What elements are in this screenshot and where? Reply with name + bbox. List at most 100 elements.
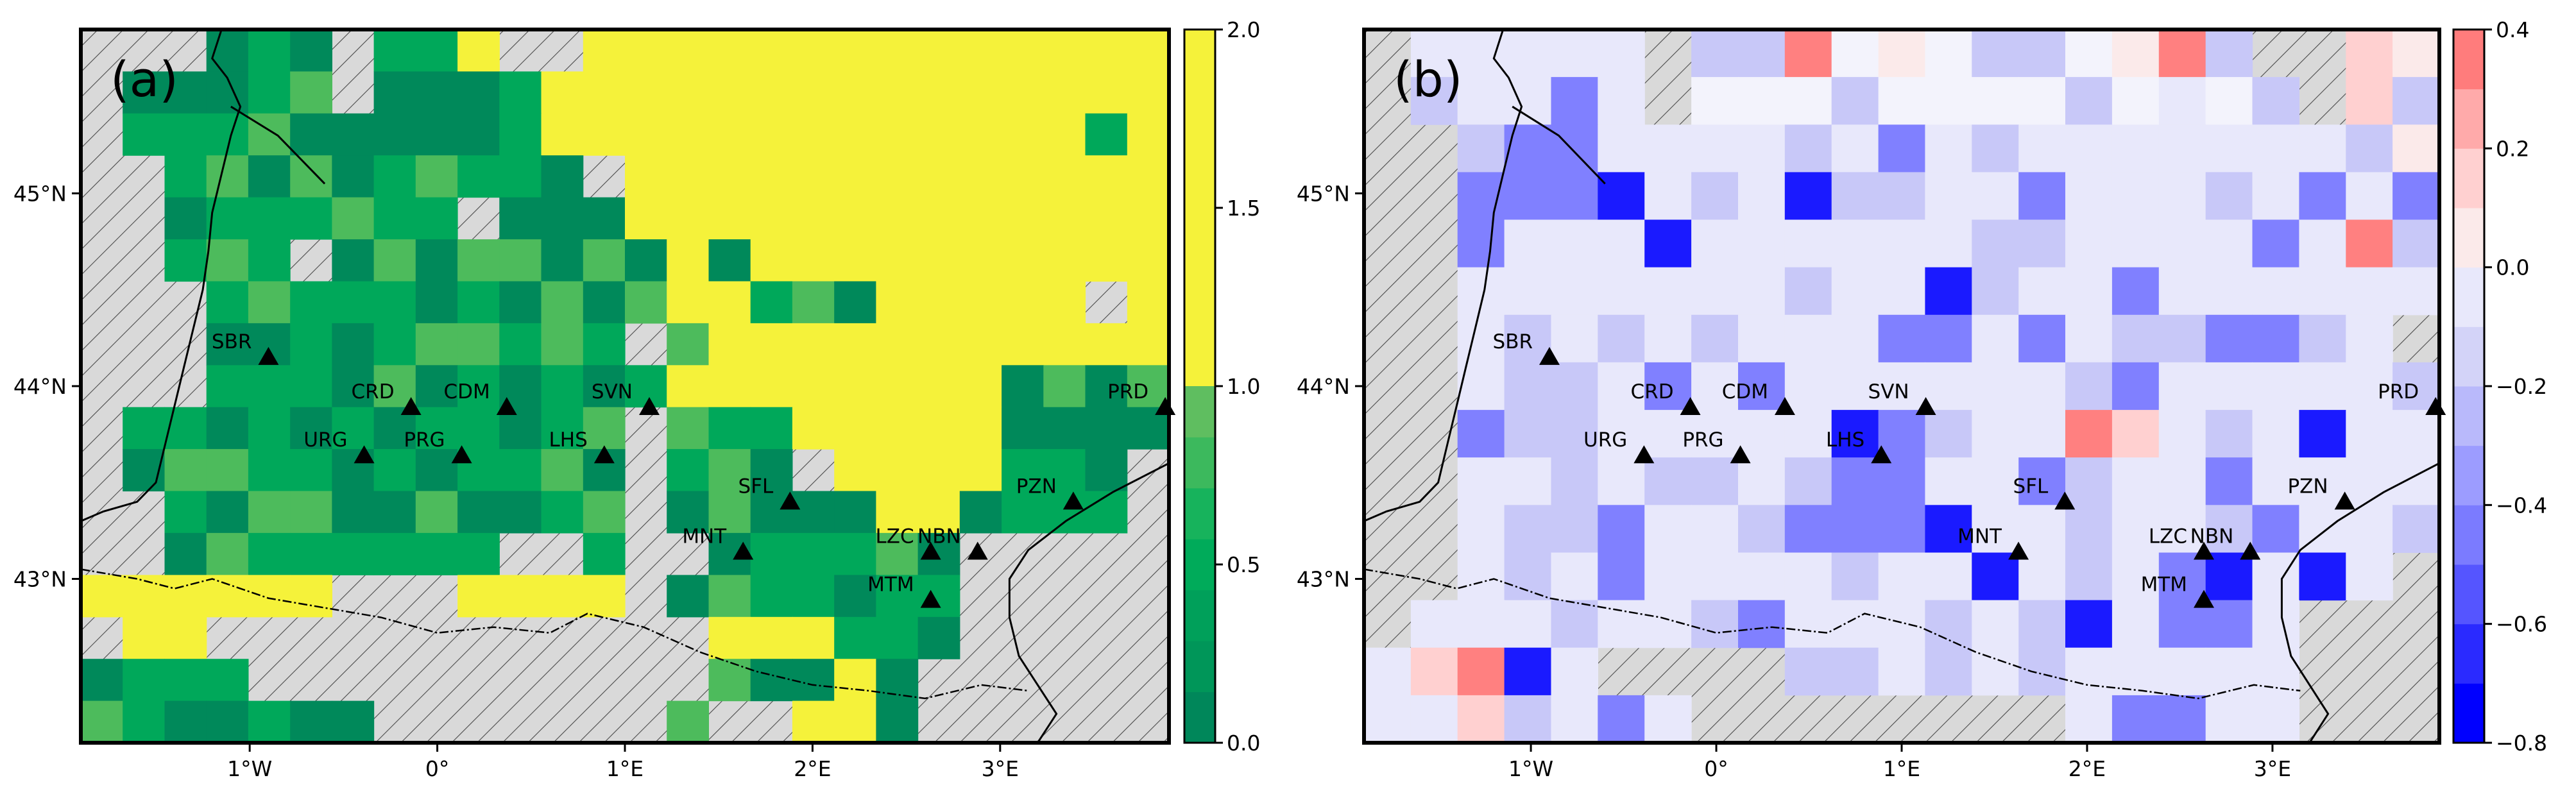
grid-cell	[332, 491, 375, 534]
grid-cell	[708, 616, 751, 659]
grid-cell	[792, 197, 835, 240]
grid-cell	[792, 491, 835, 534]
grid-cell	[834, 197, 876, 240]
station-marker	[593, 445, 615, 464]
grid-cell	[708, 491, 751, 534]
grid-cell	[1410, 30, 1458, 78]
grid-cell	[2111, 695, 2160, 743]
grid-cell	[1085, 407, 1128, 450]
station-marker	[920, 589, 941, 608]
grid-cell	[1972, 600, 2019, 648]
grid-cell	[583, 575, 626, 618]
coastline	[1364, 30, 1523, 522]
grid-cell	[1691, 362, 1739, 411]
grid-cell	[917, 323, 960, 366]
colorbar-tick-label: 0.0	[2496, 255, 2529, 280]
colorbar-tick-label: 0.5	[1227, 552, 1260, 577]
grid-cell	[2299, 552, 2346, 601]
grid-cell	[1551, 314, 1598, 363]
panel-label-a: (a)	[110, 51, 178, 108]
grid-cell	[917, 71, 960, 114]
x-tick-label: 1°W	[227, 756, 272, 781]
grid-cell	[708, 239, 751, 282]
grid-cell	[248, 113, 291, 156]
grid-cell	[1878, 30, 1926, 78]
colorbar-tick-label: −0.8	[2496, 731, 2547, 756]
grid-cell	[1002, 491, 1044, 534]
grid-cell	[332, 407, 375, 450]
grid-cell	[164, 113, 207, 156]
grid-cell	[541, 197, 584, 240]
station-marker	[1633, 445, 1655, 464]
grid-cell	[1784, 30, 1832, 78]
grid-cell	[1784, 457, 1832, 505]
grid-cell	[457, 491, 500, 534]
grid-cell	[1831, 505, 1879, 553]
grid-cell	[1551, 647, 1598, 696]
grid-cell	[583, 532, 626, 575]
station-label: SFL	[2013, 475, 2049, 498]
grid-cell	[2346, 77, 2393, 125]
grid-cell	[667, 155, 709, 198]
grid-cell	[248, 532, 291, 575]
grid-cell	[1504, 30, 1552, 78]
grid-cell	[1738, 172, 1786, 221]
grid-cell	[1085, 30, 1128, 72]
grid-cell	[2252, 172, 2299, 221]
grid-cell	[583, 71, 626, 114]
grid-cell	[876, 616, 919, 659]
grid-cell	[2252, 600, 2299, 648]
grid-cell	[625, 30, 667, 72]
grid-cell	[1504, 695, 1552, 743]
grid-cell	[1784, 124, 1832, 173]
station-label: CRD	[1631, 380, 1674, 403]
grid-cell	[332, 532, 375, 575]
grid-cell	[1878, 647, 1926, 696]
station-label: CDM	[1722, 380, 1768, 403]
grid-cell	[792, 700, 835, 743]
colorbar-band	[2453, 326, 2484, 387]
grid-cell	[834, 30, 876, 72]
grid-cell	[373, 71, 416, 114]
grid-cell	[2252, 267, 2299, 316]
grid-cell	[1644, 505, 1692, 553]
grid-cell	[667, 323, 709, 366]
grid-cell	[1127, 239, 1169, 282]
grid-cell	[1551, 600, 1598, 648]
grid-cell	[750, 449, 793, 492]
grid-cell	[750, 616, 793, 659]
grid-cell	[1002, 113, 1044, 156]
grid-cell	[1691, 30, 1739, 78]
grid-cell	[1457, 30, 1505, 78]
colorbar-band	[1184, 589, 1215, 641]
grid-cell	[415, 30, 458, 72]
grid-cell	[625, 155, 667, 198]
grid-cell	[1925, 552, 1972, 601]
grid-cell	[164, 575, 207, 618]
grid-cell	[2393, 172, 2439, 221]
grid-cell	[248, 449, 291, 492]
grid-cell	[290, 281, 332, 324]
grid-cell	[2205, 314, 2253, 363]
grid-cell	[206, 659, 249, 702]
colorbar-tick-label: 1.0	[1227, 374, 1260, 399]
grid-cell	[708, 323, 751, 366]
grid-cell	[457, 113, 500, 156]
grid-cell	[625, 197, 667, 240]
station-label: SBR	[212, 330, 252, 353]
grid-cell	[1457, 457, 1505, 505]
grid-cell	[2065, 172, 2113, 221]
grid-cell	[1410, 77, 1458, 125]
grid-cell	[457, 323, 500, 366]
grid-cell	[541, 491, 584, 534]
grid-cell	[750, 113, 793, 156]
grid-cell	[1551, 457, 1598, 505]
grid-cell	[1457, 647, 1505, 696]
grid-cell	[2018, 77, 2066, 125]
grid-cell	[499, 239, 542, 282]
grid-cell	[1925, 362, 1972, 411]
grid-cell	[415, 239, 458, 282]
grid-cell	[792, 407, 835, 450]
grid-cell	[1784, 77, 1832, 125]
colorbar-band	[1184, 641, 1215, 693]
